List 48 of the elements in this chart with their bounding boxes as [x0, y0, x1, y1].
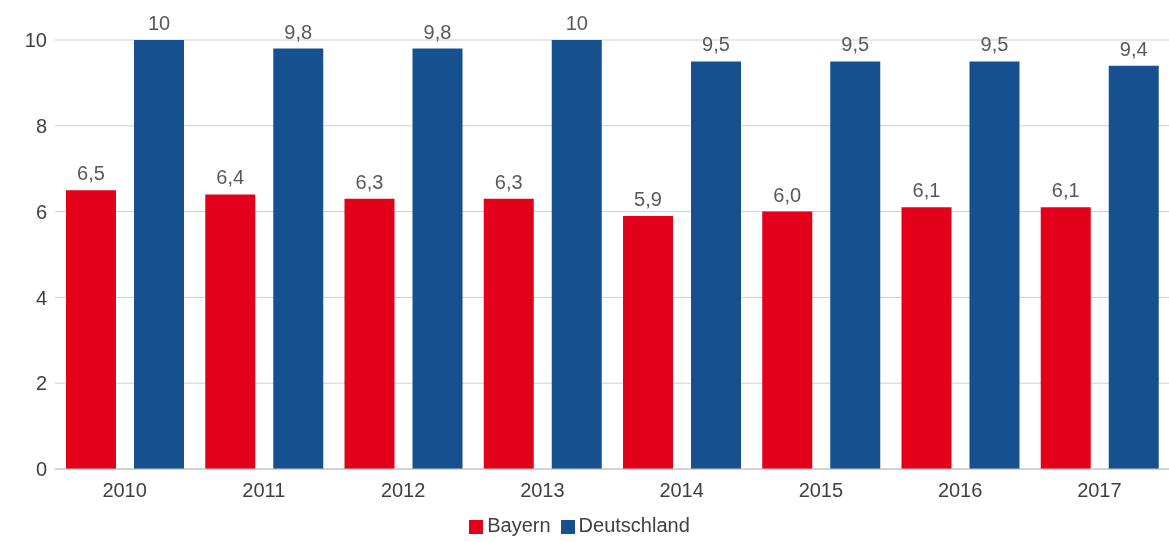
- bar: [273, 48, 324, 469]
- x-tick-label: 2017: [1077, 479, 1122, 502]
- data-label: 6,3: [355, 170, 384, 193]
- x-tick-label: 2014: [659, 479, 704, 502]
- data-label: 10: [147, 12, 171, 34]
- bar: [66, 190, 116, 469]
- bar: [691, 61, 741, 469]
- bar: [969, 61, 1020, 469]
- data-label: 6,5: [77, 162, 105, 185]
- y-tick-label: 6: [35, 200, 47, 223]
- bar: [1108, 65, 1159, 469]
- data-label: 9,5: [980, 33, 1009, 56]
- legend-label: Deutschland: [578, 514, 690, 536]
- bar: [205, 194, 256, 469]
- data-label: 6,1: [1051, 179, 1080, 202]
- data-label: 5,9: [634, 187, 662, 210]
- x-tick-label: 2011: [242, 479, 286, 502]
- data-label: 9,8: [284, 20, 313, 43]
- bar: [1040, 207, 1091, 469]
- data-label: 10: [565, 12, 588, 34]
- data-label: 6,1: [912, 179, 941, 202]
- y-tick-label: 8: [35, 114, 47, 137]
- x-tick-label: 2010: [102, 479, 147, 502]
- bar: [901, 207, 952, 469]
- bar: [762, 211, 813, 469]
- bar: [623, 215, 673, 469]
- bar: [412, 48, 463, 469]
- bar: [344, 198, 395, 469]
- data-label: 9,5: [841, 33, 870, 56]
- bar: [830, 61, 881, 469]
- data-label: 9,4: [1119, 37, 1148, 60]
- y-tick-label: 4: [35, 286, 47, 309]
- legend-label: Bayern: [487, 514, 551, 536]
- bar: [483, 198, 534, 469]
- x-tick-label: 2013: [520, 479, 565, 502]
- x-tick-label: 2016: [937, 479, 983, 502]
- data-label: 6,4: [216, 166, 245, 189]
- y-tick-label: 10: [24, 29, 47, 52]
- data-label: 9,5: [702, 33, 730, 56]
- x-tick-label: 2015: [798, 479, 844, 502]
- bar: [134, 40, 184, 469]
- y-tick-label: 0: [35, 458, 47, 481]
- x-tick-label: 2012: [380, 479, 426, 502]
- y-tick-label: 2: [35, 372, 47, 395]
- data-label: 6,0: [773, 183, 802, 206]
- bar: [551, 40, 602, 469]
- data-label: 6,3: [494, 170, 523, 193]
- data-label: 9,8: [423, 20, 452, 43]
